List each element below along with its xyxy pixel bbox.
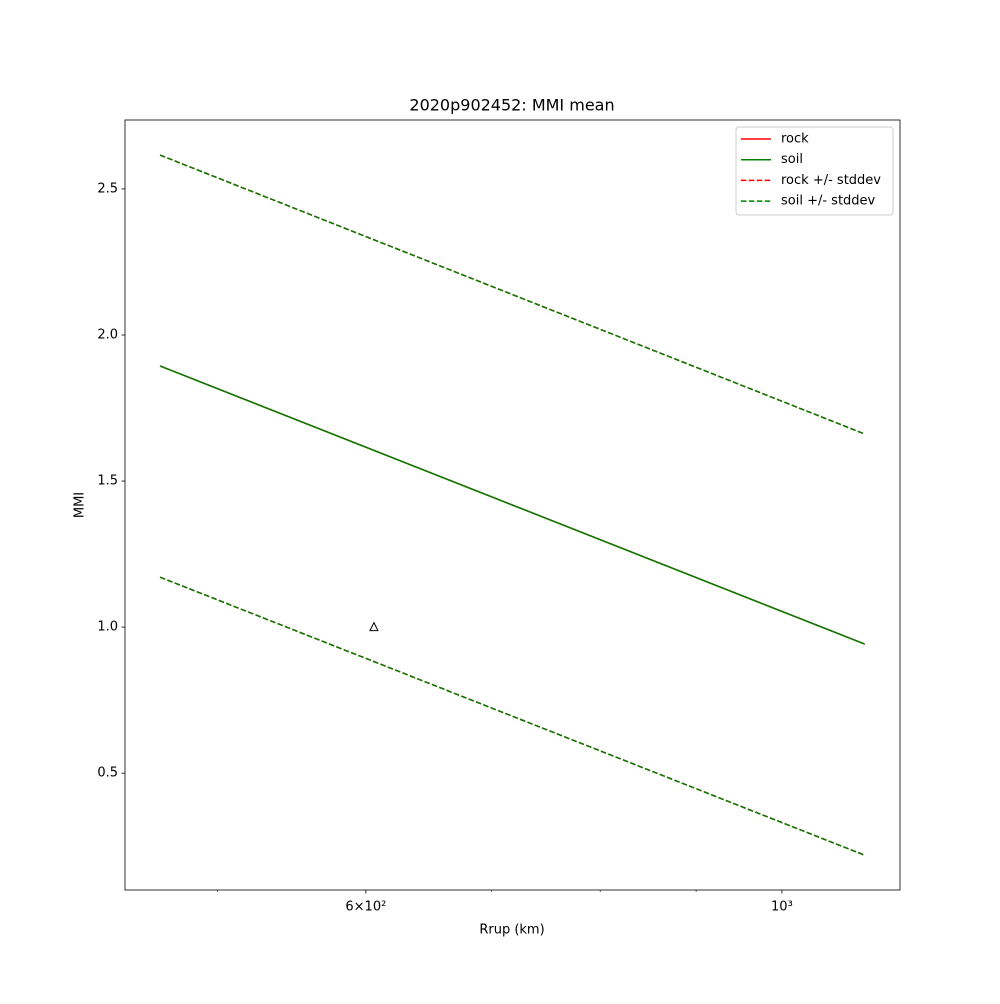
x-tick-label: 10³ bbox=[771, 900, 793, 915]
y-tick-label: 0.5 bbox=[97, 766, 118, 781]
y-axis-label: MMI bbox=[73, 492, 88, 518]
series-line bbox=[159, 365, 865, 645]
legend-label: rock +/- stddev bbox=[781, 173, 881, 188]
x-tick-label: 6×10² bbox=[345, 900, 386, 915]
x-axis-label: Rrup (km) bbox=[479, 923, 544, 938]
legend-label: rock bbox=[781, 132, 809, 147]
station-marker bbox=[369, 621, 379, 632]
chart-title: 2020p902452: MMI mean bbox=[409, 96, 614, 115]
legend-label: soil +/- stddev bbox=[781, 194, 876, 209]
y-tick-label: 1.0 bbox=[97, 620, 118, 635]
legend-label: soil bbox=[781, 152, 803, 167]
y-tick-label: 2.0 bbox=[97, 327, 118, 342]
y-tick-label: 1.5 bbox=[97, 474, 118, 489]
plot-frame bbox=[124, 119, 901, 891]
legend-frame bbox=[735, 126, 894, 216]
y-tick-label: 2.5 bbox=[97, 181, 118, 196]
